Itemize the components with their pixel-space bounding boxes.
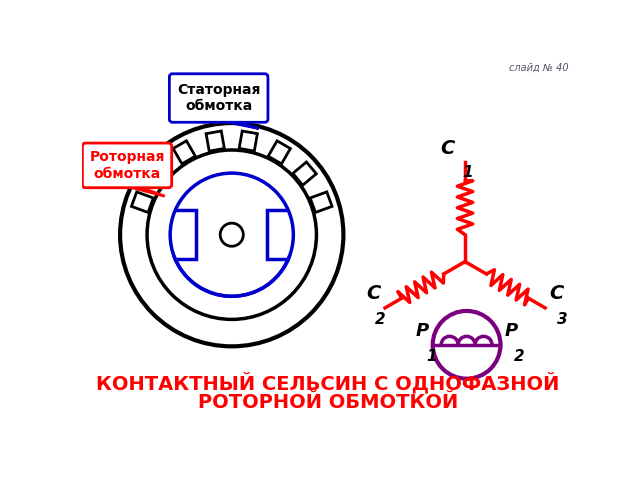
FancyBboxPatch shape: [170, 74, 268, 122]
Text: 2: 2: [374, 312, 385, 327]
Text: P: P: [415, 322, 429, 340]
Polygon shape: [131, 192, 154, 213]
Polygon shape: [212, 119, 259, 129]
Polygon shape: [268, 141, 291, 164]
Polygon shape: [310, 192, 332, 213]
Text: 1: 1: [462, 165, 472, 180]
Text: слайд № 40: слайд № 40: [509, 63, 568, 73]
Polygon shape: [122, 183, 132, 185]
Polygon shape: [121, 185, 164, 196]
Text: РОТОРНОЙ ОБМОТКОЙ: РОТОРНОЙ ОБМОТКОЙ: [198, 393, 458, 412]
Polygon shape: [213, 118, 224, 120]
Polygon shape: [173, 141, 195, 164]
Polygon shape: [239, 131, 257, 151]
FancyBboxPatch shape: [83, 143, 172, 188]
Text: КОНТАКТНЫЙ СЕЛЬСИН С ОДНОФАЗНОЙ: КОНТАКТНЫЙ СЕЛЬСИН С ОДНОФАЗНОЙ: [96, 372, 560, 393]
Text: 3: 3: [557, 312, 568, 327]
Text: Роторная
обмотка: Роторная обмотка: [90, 150, 164, 180]
Text: 1: 1: [427, 349, 437, 364]
Text: 2: 2: [515, 349, 525, 364]
Polygon shape: [206, 131, 225, 151]
Text: P: P: [504, 322, 518, 340]
Text: C: C: [440, 140, 454, 158]
Polygon shape: [293, 162, 316, 185]
Text: Статорная
обмотка: Статорная обмотка: [177, 83, 260, 113]
Polygon shape: [147, 162, 171, 185]
Text: C: C: [550, 284, 564, 303]
Text: C: C: [366, 284, 380, 303]
